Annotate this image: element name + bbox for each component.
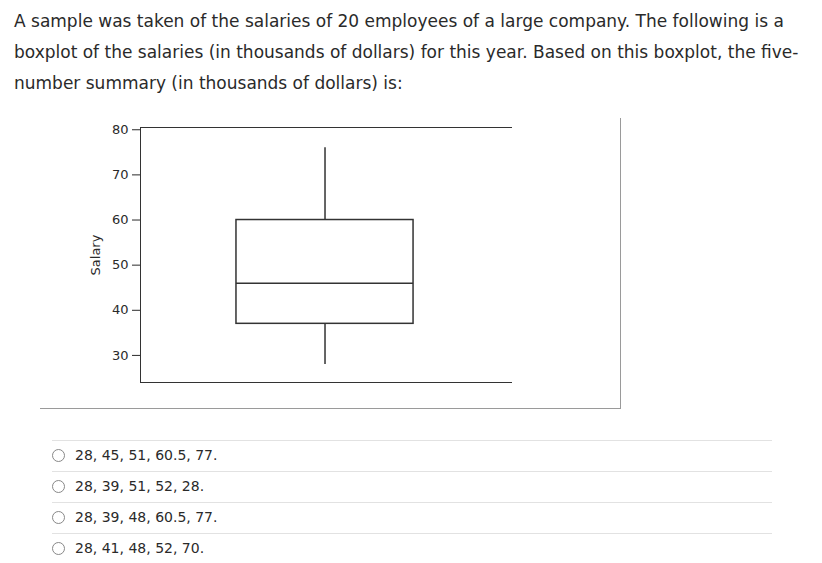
html-text:28, 39, 51, 52, 28.: 28, 39, 51, 52, 28. xyxy=(75,478,205,494)
svg-text:50: 50 xyxy=(112,257,129,272)
svg-text:80: 80 xyxy=(112,122,129,137)
svg-text:40: 40 xyxy=(112,302,129,317)
html-text:A sample was taken of the sala: A sample was taken of the salaries of 20… xyxy=(14,11,799,93)
svg-text:60: 60 xyxy=(112,212,129,227)
html-text:28, 45, 51, 60.5, 77.: 28, 45, 51, 60.5, 77. xyxy=(75,447,218,463)
html-text:28, 41, 48, 52, 70.: 28, 41, 48, 52, 70. xyxy=(75,540,205,556)
svg-text:Salary: Salary xyxy=(88,234,103,275)
svg-text:70: 70 xyxy=(112,167,129,182)
html-text:28, 39, 48, 60.5, 77.: 28, 39, 48, 60.5, 77. xyxy=(75,509,218,525)
svg-text:30: 30 xyxy=(112,348,129,363)
